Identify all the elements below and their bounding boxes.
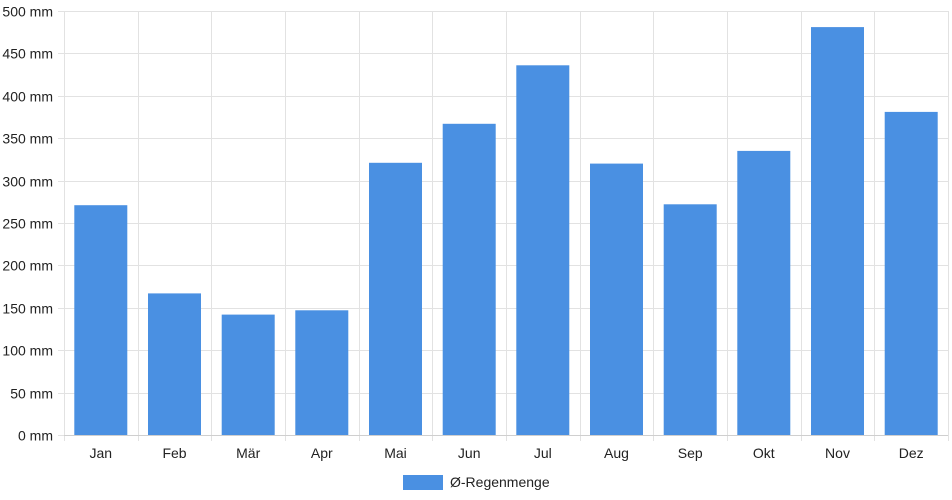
y-tick-label: 50 mm	[10, 386, 53, 402]
y-tick-label: 200 mm	[2, 258, 53, 274]
legend-label: Ø-Regenmenge	[450, 474, 550, 490]
y-tick-label: 350 mm	[2, 131, 53, 147]
bar-jan[interactable]	[74, 205, 128, 435]
x-tick-label: Dez	[899, 445, 924, 461]
bar-aug[interactable]	[590, 163, 643, 435]
bar-apr[interactable]	[295, 310, 349, 435]
bar-dez[interactable]	[884, 111, 938, 436]
chart-grid	[58, 11, 949, 441]
x-tick-label: Feb	[162, 445, 186, 461]
x-tick-label: Aug	[604, 445, 629, 461]
y-tick-label: 150 mm	[2, 301, 53, 317]
bar-okt[interactable]	[737, 150, 791, 435]
bar-jul[interactable]	[516, 65, 570, 436]
y-axis-tick-labels: 0 mm 50 mm 100 mm 150 mm 200 mm 250 mm 300 mm 3…	[2, 4, 53, 444]
x-tick-label: Jan	[90, 445, 113, 461]
y-tick-label: 450 mm	[2, 46, 53, 62]
bar-mär[interactable]	[221, 314, 275, 435]
chart-bars	[74, 27, 938, 436]
y-tick-label: 250 mm	[2, 216, 53, 232]
x-tick-label: Mär	[236, 445, 260, 461]
bar-feb[interactable]	[148, 293, 201, 435]
x-axis-tick-labels: Jan Feb Mär Apr Mai Jun Jul Aug Sep Okt Nov Dez	[90, 445, 924, 461]
x-tick-label: Nov	[825, 445, 850, 461]
y-tick-label: 300 mm	[2, 174, 53, 190]
x-tick-label: Jun	[458, 445, 481, 461]
y-tick-label: 500 mm	[2, 4, 53, 20]
y-tick-label: 100 mm	[2, 343, 53, 359]
x-tick-label: Okt	[753, 445, 775, 461]
chart-legend[interactable]: Ø-Regenmenge	[403, 474, 550, 490]
bar-mai[interactable]	[369, 162, 422, 436]
bar-jun[interactable]	[442, 123, 496, 436]
x-tick-label: Apr	[311, 445, 333, 461]
x-tick-label: Jul	[534, 445, 552, 461]
y-tick-label: 0 mm	[18, 428, 53, 444]
x-tick-label: Mai	[384, 445, 407, 461]
bar-nov[interactable]	[811, 27, 864, 435]
legend-swatch	[403, 475, 443, 490]
bar-sep[interactable]	[663, 204, 717, 435]
x-tick-label: Sep	[678, 445, 703, 461]
y-tick-label: 400 mm	[2, 89, 53, 105]
